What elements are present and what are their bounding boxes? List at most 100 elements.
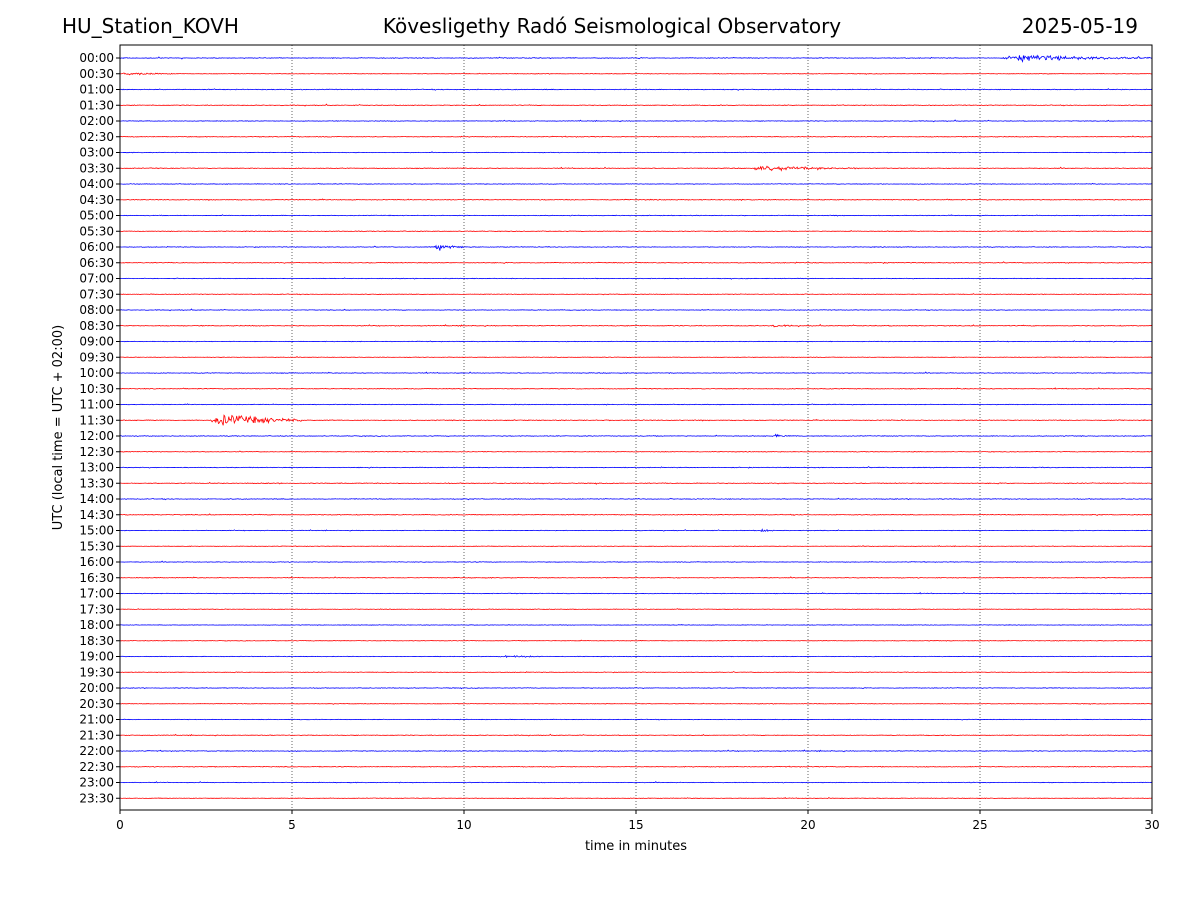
- x-tick-label: 0: [116, 818, 124, 832]
- y-tick-label: 00:30: [79, 67, 114, 81]
- chart-title: Kövesligethy Radó Seismological Observat…: [382, 14, 842, 38]
- trace-row: [119, 639, 1153, 642]
- y-tick-label: 15:00: [79, 524, 114, 538]
- trace-row: [119, 165, 1153, 172]
- y-tick-label: 08:00: [79, 303, 114, 317]
- y-tick-label: 00:00: [79, 51, 114, 65]
- y-tick-label: 05:00: [79, 209, 114, 223]
- y-tick-label: 05:30: [79, 224, 114, 238]
- y-tick-label: 19:00: [79, 650, 114, 664]
- y-tick-label: 21:30: [79, 728, 114, 742]
- trace-row: [119, 72, 1153, 76]
- trace-row: [119, 403, 1153, 406]
- y-tick-label: 04:00: [79, 177, 114, 191]
- y-tick-label: 19:30: [79, 665, 114, 679]
- y-tick-label: 08:30: [79, 319, 114, 333]
- trace-row: [119, 654, 1153, 659]
- trace-row: [119, 88, 1153, 91]
- trace-row: [119, 103, 1153, 107]
- y-tick-label: 06:30: [79, 256, 114, 270]
- trace-row: [119, 608, 1153, 611]
- y-tick-label: 15:30: [79, 539, 114, 553]
- y-axis-label: UTC (local time = UTC + 02:00): [51, 325, 66, 530]
- trace-row: [119, 433, 1153, 438]
- trace-row: [119, 414, 1153, 426]
- y-tick-label: 12:00: [79, 429, 114, 443]
- y-tick-label: 20:30: [79, 697, 114, 711]
- y-tick-label: 01:30: [79, 98, 114, 112]
- trace-row: [119, 229, 1153, 233]
- trace-row: [119, 119, 1153, 123]
- x-tick-label: 10: [456, 818, 471, 832]
- x-tick-label: 5: [288, 818, 296, 832]
- trace-row: [119, 54, 1153, 63]
- trace-row: [119, 355, 1153, 359]
- x-axis-ticks: 0 5 10 15 20 25 30: [116, 810, 1160, 832]
- y-tick-label: 17:00: [79, 587, 114, 601]
- grid-lines: [291, 45, 981, 810]
- y-tick-label: 01:00: [79, 83, 114, 97]
- trace-row: [119, 702, 1153, 705]
- y-tick-label: 18:30: [79, 634, 114, 648]
- y-tick-label: 16:00: [79, 555, 114, 569]
- x-tick-label: 30: [1144, 818, 1159, 832]
- trace-row: [119, 560, 1153, 563]
- trace-row: [119, 718, 1153, 721]
- y-tick-label: 10:30: [79, 382, 114, 396]
- trace-row: [119, 198, 1153, 201]
- y-tick-label: 13:00: [79, 461, 114, 475]
- trace-row: [119, 466, 1153, 469]
- trace-row: [119, 340, 1153, 343]
- trace-row: [119, 308, 1153, 312]
- y-tick-label: 16:30: [79, 571, 114, 585]
- y-tick-label: 12:30: [79, 445, 114, 459]
- y-tick-label: 11:30: [79, 413, 114, 427]
- trace-row: [119, 214, 1153, 217]
- trace-row: [119, 749, 1153, 753]
- trace-row: [119, 497, 1153, 501]
- y-tick-label: 14:30: [79, 508, 114, 522]
- y-tick-label: 10:00: [79, 366, 114, 380]
- trace-row: [119, 481, 1153, 485]
- y-tick-label: 14:00: [79, 492, 114, 506]
- y-tick-label: 18:00: [79, 618, 114, 632]
- y-tick-label: 09:00: [79, 335, 114, 349]
- trace-row: [119, 781, 1153, 784]
- trace-row: [119, 545, 1153, 548]
- trace-row: [119, 733, 1153, 737]
- trace-row: [119, 387, 1153, 390]
- y-tick-label: 03:30: [79, 161, 114, 175]
- trace-row: [119, 293, 1153, 296]
- trace-row: [119, 765, 1153, 768]
- y-tick-label: 02:30: [79, 130, 114, 144]
- y-tick-label: 09:30: [79, 350, 114, 364]
- y-tick-label: 11:00: [79, 398, 114, 412]
- trace-row: [119, 261, 1153, 264]
- x-tick-label: 15: [628, 818, 643, 832]
- y-tick-label: 04:30: [79, 193, 114, 207]
- trace-row: [119, 323, 1153, 328]
- y-tick-label: 22:30: [79, 760, 114, 774]
- y-tick-label: 23:30: [79, 791, 114, 805]
- y-tick-label: 02:00: [79, 114, 114, 128]
- station-name: HU_Station_KOVH: [62, 14, 239, 38]
- trace-row: [119, 277, 1153, 280]
- trace-row: [119, 450, 1153, 453]
- chart-date: 2025-05-19: [1021, 14, 1138, 38]
- y-tick-label: 06:00: [79, 240, 114, 254]
- y-tick-label: 07:00: [79, 272, 114, 286]
- trace-row: [119, 182, 1153, 185]
- trace-row: [119, 576, 1153, 579]
- y-tick-label: 20:00: [79, 681, 114, 695]
- seismic-traces: [119, 54, 1153, 800]
- y-tick-label: 03:00: [79, 146, 114, 160]
- trace-row: [119, 528, 1153, 532]
- trace-row: [119, 244, 1153, 251]
- trace-row: [119, 592, 1153, 595]
- trace-row: [119, 687, 1153, 690]
- trace-row: [119, 151, 1153, 154]
- y-tick-label: 17:30: [79, 602, 114, 616]
- y-tick-label: 23:00: [79, 776, 114, 790]
- y-tick-label: 21:00: [79, 713, 114, 727]
